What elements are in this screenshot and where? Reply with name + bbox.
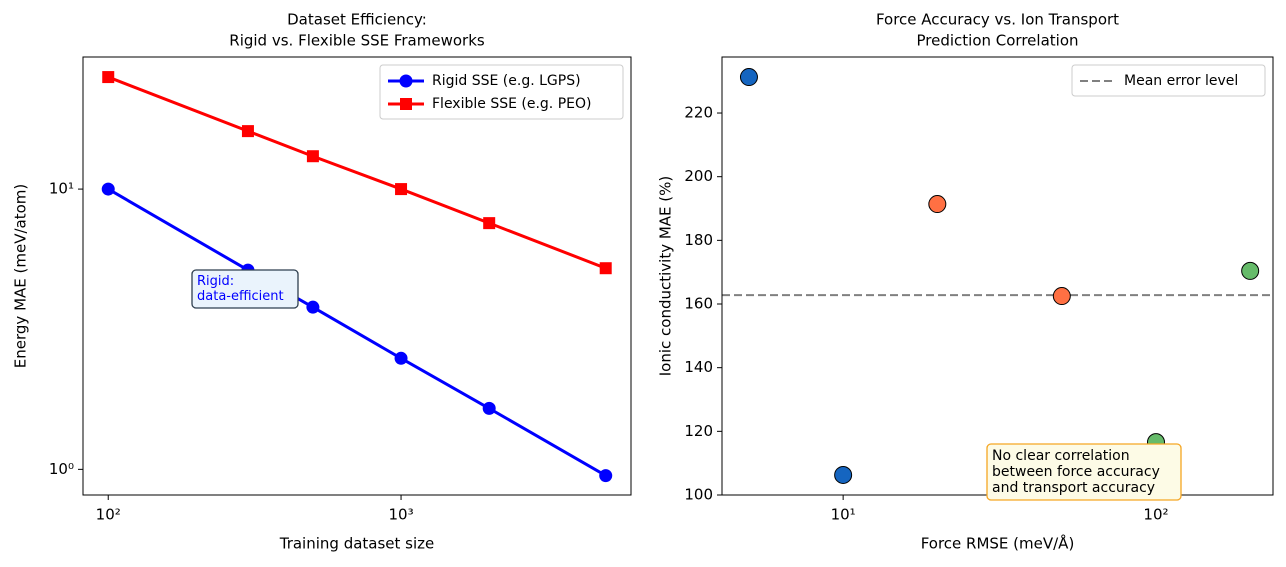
point	[928, 195, 947, 214]
annotation-box	[986, 443, 1182, 501]
y-tick-label: 140	[684, 358, 713, 376]
y-tick-label: 10⁰	[49, 460, 74, 478]
annotation-text: between force accuracy	[992, 464, 1160, 480]
x-tick-label: 10¹	[831, 506, 856, 524]
legend-box	[379, 64, 624, 120]
y-tick-label: 180	[684, 231, 713, 249]
annotation-text: Rigid:	[197, 274, 234, 289]
annotation-text: data-efficient	[197, 289, 284, 304]
point	[834, 465, 853, 484]
chart-title: Prediction Correlation	[917, 32, 1079, 50]
x-tick-label: 10²	[96, 506, 121, 524]
y-tick-label: 160	[684, 295, 713, 313]
marker	[394, 351, 408, 365]
chart-title: Force Accuracy vs. Ion Transport	[876, 11, 1119, 29]
chart-title: Rigid vs. Flexible SSE Frameworks	[229, 32, 485, 50]
y-axis-label: Energy MAE (meV/atom)	[12, 184, 30, 368]
y-tick-label: 10¹	[49, 180, 74, 198]
marker	[599, 469, 613, 483]
chart-title: Dataset Efficiency:	[287, 11, 427, 29]
point	[1052, 287, 1071, 306]
x-axis-label: Training dataset size	[279, 535, 435, 553]
legend-label: Rigid SSE (e.g. LGPS)	[432, 73, 581, 89]
y-tick-label: 120	[684, 422, 713, 440]
series-line	[107, 75, 607, 270]
legend-marker	[399, 74, 413, 88]
marker	[101, 182, 115, 196]
y-tick-label: 100	[684, 486, 713, 504]
marker	[306, 150, 319, 163]
marker	[306, 300, 320, 314]
marker	[102, 71, 115, 84]
marker	[482, 401, 496, 415]
legend-box	[1071, 64, 1266, 97]
point	[1241, 261, 1260, 280]
annotation-text: and transport accuracy	[992, 480, 1155, 496]
x-axis-label: Force RMSE (meV/Å)	[921, 534, 1075, 553]
marker	[599, 262, 612, 275]
y-tick-label: 200	[684, 167, 713, 185]
annotation-text: No clear correlation	[992, 448, 1130, 464]
legend-label: Flexible SSE (e.g. PEO)	[432, 96, 591, 112]
x-tick-label: 10³	[388, 506, 413, 524]
legend-label: Mean error level	[1124, 73, 1238, 89]
marker	[241, 125, 254, 138]
legend-marker	[400, 98, 412, 110]
marker	[483, 217, 496, 230]
y-axis-label: Ionic conductivity MAE (%)	[657, 176, 675, 377]
marker	[395, 183, 408, 196]
plot-frame	[82, 56, 632, 496]
x-tick-label: 10²	[1143, 506, 1168, 524]
point	[739, 68, 758, 87]
legend: Mean error level	[1071, 64, 1266, 97]
plot-frame	[721, 56, 1274, 496]
annotation-box	[191, 269, 299, 309]
y-tick-label: 220	[684, 104, 713, 122]
legend: Rigid SSE (e.g. LGPS) Flexible SSE (e.g. …	[379, 64, 624, 120]
series-line	[107, 187, 607, 477]
